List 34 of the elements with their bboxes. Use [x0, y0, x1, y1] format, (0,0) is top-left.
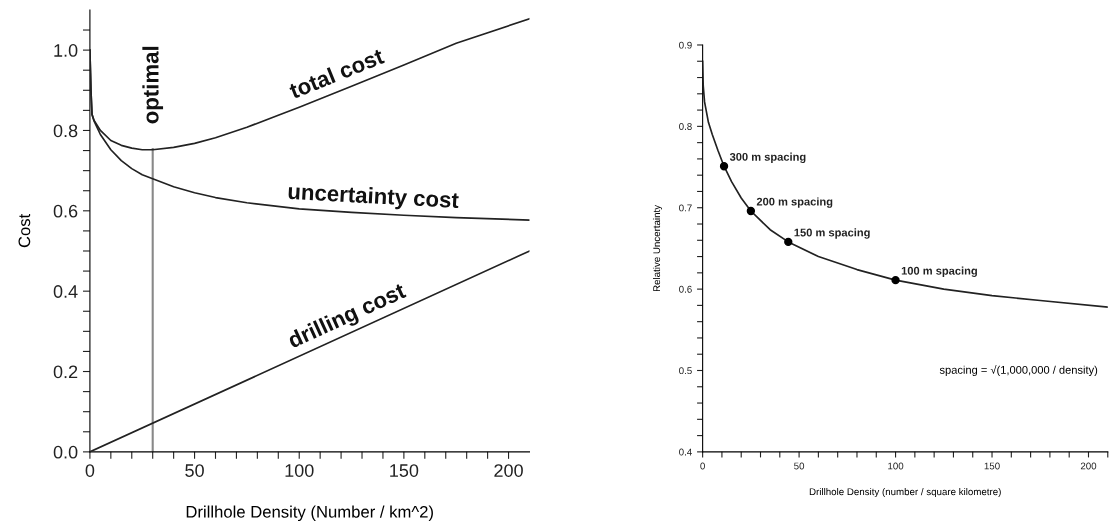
- y-axis-title: Cost: [18, 213, 31, 248]
- annotation: 100 m spacing: [901, 266, 977, 277]
- ref-line-label: optimal: [142, 46, 164, 124]
- x-tick-label: 200: [1080, 462, 1097, 470]
- x-tick-label: 0: [85, 464, 95, 477]
- y-tick-label: 0.2: [53, 365, 78, 379]
- x-tick-label: 200: [494, 464, 523, 477]
- x-tick-label: 150: [984, 462, 1000, 470]
- x-tick-label: 150: [390, 464, 419, 477]
- y-tick-label: 0.7: [679, 204, 692, 212]
- x-tick-label: 0: [700, 462, 705, 470]
- x-tick-label: 50: [794, 462, 805, 470]
- y-tick-label: 0.8: [53, 124, 78, 138]
- annotation: 150 m spacing: [794, 228, 870, 239]
- y-tick-label: 0.6: [53, 204, 78, 218]
- series-label: uncertainty cost: [288, 182, 460, 213]
- text: total cost: [287, 47, 386, 100]
- y-tick-label: 1.0: [54, 44, 78, 57]
- annotation: 300 m spacing: [729, 152, 806, 164]
- y-axis-title: Relative Uncertainty: [652, 204, 663, 292]
- y-tick-label: 0.9: [679, 41, 692, 49]
- y-tick-label: 0.0: [53, 445, 78, 459]
- x-axis-title: Drillhole Density (Number / km^2): [186, 505, 433, 522]
- annotation: spacing = √(1,000,000 / density): [939, 364, 1098, 377]
- annotation: 200 m spacing: [756, 197, 833, 208]
- x-axis-title: Drillhole Density (number / square kilometre): [809, 488, 1001, 498]
- y-tick-label: 0.6: [679, 285, 692, 293]
- y-tick-label: 0.4: [53, 285, 78, 298]
- x-tick-label: 50: [185, 464, 204, 477]
- y-tick-label: 0.5: [679, 367, 692, 375]
- x-tick-label: 100: [888, 462, 904, 470]
- x-tick-label: 100: [285, 464, 314, 477]
- y-tick-label: 0.4: [679, 448, 692, 456]
- y-tick-label: 0.8: [679, 123, 692, 130]
